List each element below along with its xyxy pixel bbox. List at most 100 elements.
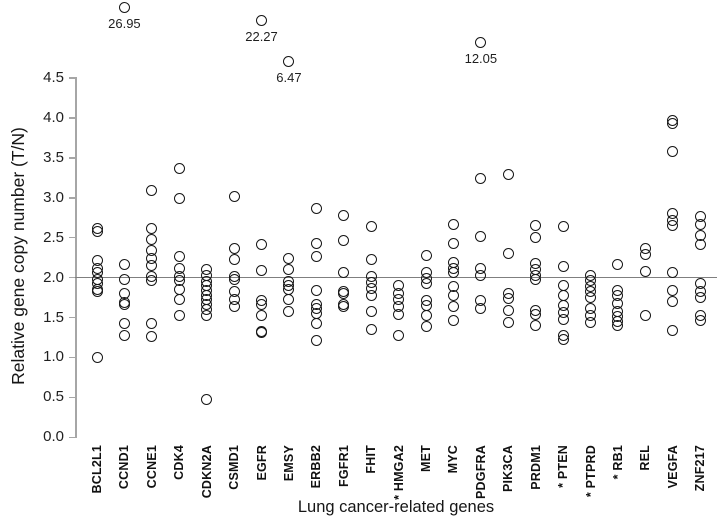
data-point <box>694 315 706 327</box>
y-axis-tick <box>69 396 75 399</box>
y-tick-label: 1.5 <box>43 308 64 326</box>
data-point <box>173 193 185 205</box>
data-point <box>146 233 158 245</box>
outlier-value-label: 22.27 <box>245 29 278 44</box>
data-point <box>310 318 322 330</box>
outlier-point <box>256 14 268 26</box>
gene-label-text: EMSY <box>281 445 296 482</box>
data-point <box>557 260 569 272</box>
y-tick-label: 0.5 <box>43 388 64 406</box>
outlier-point <box>118 1 130 13</box>
y-axis-tick <box>69 356 75 359</box>
y-tick-label: 1.0 <box>43 348 64 366</box>
gene-label-text: BCL2L1 <box>90 445 104 494</box>
data-point <box>557 334 569 346</box>
gene-label-text: PIK3CA <box>501 445 516 493</box>
gene-label-text: FHIT <box>364 445 379 474</box>
data-point <box>420 310 432 322</box>
gene-label-text: CDK4 <box>172 445 187 480</box>
y-tick-label: 0.0 <box>43 428 64 446</box>
data-point <box>365 253 377 265</box>
data-point <box>365 324 377 335</box>
data-point <box>283 264 295 276</box>
gene-label-text: CCNE1 <box>144 445 159 489</box>
data-point <box>283 252 295 264</box>
data-point <box>256 327 268 339</box>
gene-label-text: CCND1 <box>117 445 132 490</box>
data-point <box>393 329 405 341</box>
data-point <box>146 318 158 330</box>
data-point <box>639 265 651 277</box>
data-point <box>228 243 240 255</box>
data-point <box>530 220 542 232</box>
data-point <box>420 249 432 261</box>
data-point <box>256 264 268 276</box>
gene-label-text: PDGFRA <box>473 445 488 499</box>
data-point <box>420 320 432 332</box>
data-point <box>557 314 569 326</box>
gene-label-text: * HMGA2 <box>391 445 406 500</box>
data-point <box>393 308 405 320</box>
data-point <box>146 260 158 272</box>
data-point <box>667 220 679 232</box>
outlier-value-label: 12.05 <box>464 51 498 66</box>
data-point <box>694 239 706 251</box>
data-point <box>338 288 350 300</box>
data-point <box>557 220 569 232</box>
data-point <box>447 315 459 327</box>
data-point <box>173 293 185 305</box>
data-point <box>639 310 651 322</box>
gene-label-text: MET <box>419 445 434 472</box>
data-point <box>146 331 158 343</box>
data-point <box>173 162 185 174</box>
data-point <box>201 394 213 406</box>
reference-line <box>75 276 717 279</box>
data-point <box>365 305 377 317</box>
data-point <box>118 299 130 311</box>
data-point <box>338 235 350 247</box>
data-point <box>283 305 295 317</box>
data-point <box>118 318 130 330</box>
gene-label-text: EGFR <box>254 445 269 481</box>
data-point <box>530 320 542 331</box>
data-point <box>667 284 679 296</box>
data-point <box>475 303 487 315</box>
y-tick-label: 3.0 <box>43 188 64 206</box>
y-axis-tick <box>69 316 75 319</box>
data-point <box>365 220 377 232</box>
data-point <box>530 308 542 320</box>
data-point <box>447 290 459 302</box>
data-point <box>585 292 597 304</box>
gene-label-text: FGFR1 <box>336 445 351 487</box>
data-point <box>256 239 268 251</box>
data-point <box>310 335 322 347</box>
data-point <box>173 310 185 322</box>
data-point <box>502 292 514 304</box>
data-point <box>146 185 158 197</box>
data-point <box>585 316 597 328</box>
data-point <box>146 222 158 234</box>
outlier-value-label: 6.47 <box>276 70 302 85</box>
data-point <box>146 275 158 287</box>
gene-label-text: * RB1 <box>610 445 625 480</box>
y-axis-tick <box>69 77 75 79</box>
data-point <box>310 237 322 249</box>
y-axis-title-text: Relative gene copy number (T/N) <box>8 127 28 385</box>
data-point <box>310 284 322 296</box>
data-point <box>338 266 350 278</box>
data-point <box>338 209 350 221</box>
y-axis-tick <box>69 117 75 119</box>
data-point <box>447 219 459 231</box>
y-axis-tick <box>69 197 75 199</box>
data-point <box>420 300 432 312</box>
data-point <box>91 351 103 363</box>
data-point <box>667 266 679 278</box>
data-point <box>475 269 487 281</box>
data-point <box>365 289 377 301</box>
gene-label-text: * PTEN <box>556 445 571 488</box>
data-point <box>694 219 706 231</box>
y-tick-label: 2.0 <box>43 268 64 286</box>
data-point <box>228 190 240 202</box>
data-point <box>502 304 514 316</box>
